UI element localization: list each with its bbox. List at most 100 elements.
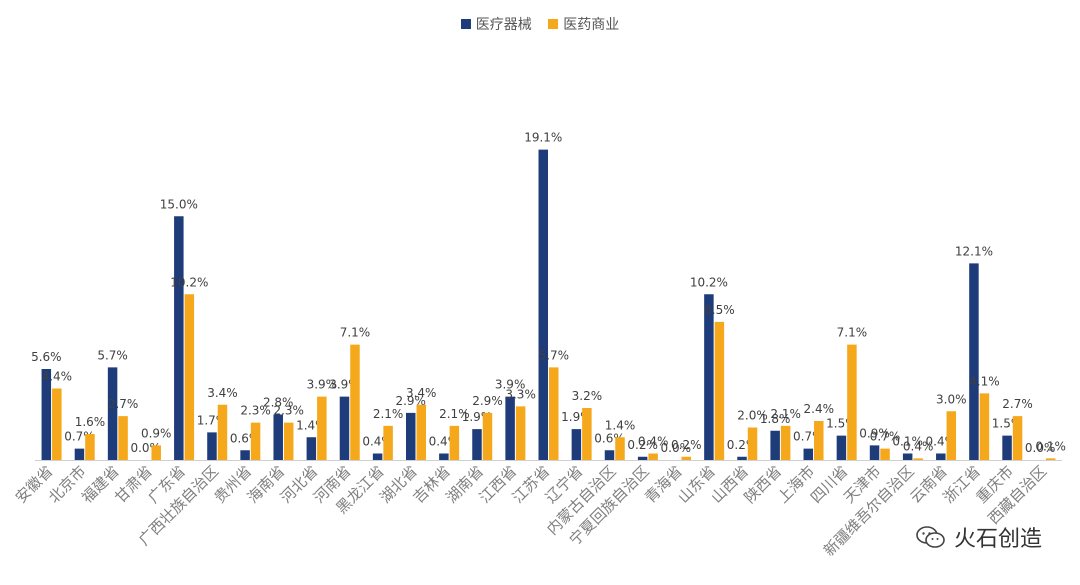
data-label-commerce-20: 8.5% [704, 303, 735, 317]
bar-commerce-29 [1012, 416, 1023, 460]
bar-device-23 [803, 448, 814, 460]
data-label-device-15: 19.1% [524, 131, 562, 145]
data-label-device-25: 0.9% [859, 426, 890, 440]
bar-device-1 [74, 448, 85, 460]
bar-commerce-7 [283, 422, 294, 460]
data-label-device-18: 0.2% [627, 438, 658, 452]
bar-commerce-15 [549, 367, 559, 460]
data-label-commerce-19: 0.2% [671, 438, 702, 452]
data-label-device-7: 2.8% [263, 396, 294, 410]
bar-commerce-3 [151, 445, 161, 460]
data-label-commerce-25: 0.7% [870, 430, 901, 444]
data-label-device-19: 0.0% [661, 441, 692, 455]
bar-device-25 [869, 445, 880, 460]
data-label-device-2: 5.7% [97, 348, 128, 362]
bar-commerce-21 [747, 427, 758, 460]
data-label-commerce-21: 2.0% [737, 409, 768, 423]
data-label-device-30: 0.0% [1025, 441, 1056, 455]
data-label-commerce-5: 3.4% [207, 386, 238, 400]
data-label-device-4: 15.0% [160, 197, 198, 211]
data-label-commerce-24: 7.1% [837, 326, 868, 340]
bar-device-16 [571, 429, 582, 460]
watermark-text: 火石创造 [953, 527, 1042, 552]
data-label-commerce-11: 3.4% [406, 386, 437, 400]
data-label-commerce-28: 4.1% [969, 374, 1000, 388]
bar-device-2 [107, 367, 118, 460]
bar-device-9 [339, 396, 350, 460]
bar-device-7 [273, 414, 283, 460]
data-label-commerce-27: 3.0% [936, 392, 967, 406]
bar-device-4 [174, 216, 184, 460]
bar-commerce-23 [814, 421, 824, 460]
data-label-device-22: 1.8% [760, 412, 791, 426]
legend-label-commerce: 医药商业 [563, 17, 620, 33]
data-label-commerce-22: 2.1% [770, 407, 801, 421]
bar-device-5 [207, 432, 217, 460]
legend-swatch-commerce [548, 19, 559, 29]
bar-device-0 [41, 369, 52, 460]
bar-device-28 [969, 263, 979, 460]
bar-commerce-19 [681, 456, 692, 460]
bar-commerce-10 [383, 425, 393, 460]
data-label-commerce-4: 10.2% [170, 275, 208, 289]
bar-device-13 [472, 429, 482, 460]
data-label-commerce-8: 3.9% [307, 378, 338, 392]
bar-commerce-14 [515, 406, 526, 460]
legend-item-commerce[interactable]: 医药商业 [548, 14, 619, 34]
bar-commerce-0 [52, 388, 62, 460]
data-label-commerce-26: 0.4% [903, 439, 934, 453]
data-label-commerce-29: 2.7% [1002, 397, 1033, 411]
bar-device-12 [439, 453, 449, 460]
data-label-device-14: 3.9% [495, 378, 526, 392]
data-label-commerce-3: 0.9% [141, 426, 172, 440]
bar-device-20 [704, 294, 714, 460]
bar-commerce-18 [648, 453, 658, 460]
data-label-device-26: 0.1% [892, 435, 923, 449]
bar-commerce-25 [880, 448, 890, 460]
bar-commerce-12 [449, 425, 460, 460]
bar-device-6 [240, 450, 250, 460]
data-label-commerce-16: 3.2% [572, 389, 603, 403]
bar-device-17 [604, 450, 615, 460]
bar-device-27 [936, 453, 946, 460]
data-label-commerce-1: 1.6% [75, 415, 106, 429]
data-label-commerce-15: 5.7% [539, 348, 570, 362]
bar-commerce-9 [350, 344, 360, 460]
bar-commerce-4 [184, 294, 195, 460]
data-label-device-28: 12.1% [955, 244, 993, 258]
data-label-commerce-10: 2.1% [373, 407, 404, 421]
data-label-commerce-6: 2.3% [240, 404, 271, 418]
data-label-device-11: 2.9% [395, 394, 426, 408]
data-label-commerce-17: 1.4% [605, 418, 636, 432]
data-label-device-0: 5.6% [31, 350, 62, 364]
bar-commerce-2 [118, 416, 128, 460]
bar-device-14 [505, 396, 515, 460]
data-label-commerce-2: 2.7% [108, 397, 139, 411]
legend-item-device[interactable]: 医疗器械 [460, 14, 532, 34]
bar-commerce-17 [615, 437, 625, 460]
bar-commerce-13 [482, 412, 493, 460]
bar-device-21 [737, 456, 747, 460]
bar-commerce-30 [1045, 458, 1056, 460]
bar-commerce-24 [847, 344, 857, 460]
data-label-commerce-12: 2.1% [439, 407, 470, 421]
data-label-commerce-18: 0.4% [638, 435, 669, 449]
data-label-commerce-7: 2.3% [273, 404, 304, 418]
bar-commerce-22 [780, 425, 791, 460]
data-label-commerce-9: 7.1% [340, 326, 371, 340]
bar-commerce-6 [250, 422, 261, 460]
bar-commerce-16 [582, 408, 592, 460]
data-label-commerce-30: 0.1% [1035, 439, 1066, 453]
bar-device-26 [902, 453, 913, 460]
bar-commerce-26 [913, 458, 923, 460]
bar-device-11 [405, 412, 416, 460]
bar-commerce-11 [416, 404, 426, 460]
data-label-commerce-0: 4.4% [42, 370, 73, 384]
bar-device-8 [306, 437, 317, 460]
bar-commerce-1 [85, 434, 95, 460]
bar-device-22 [770, 430, 780, 460]
wechat-icon [916, 526, 945, 548]
legend-swatch-device [460, 19, 471, 29]
bar-commerce-5 [217, 404, 228, 460]
